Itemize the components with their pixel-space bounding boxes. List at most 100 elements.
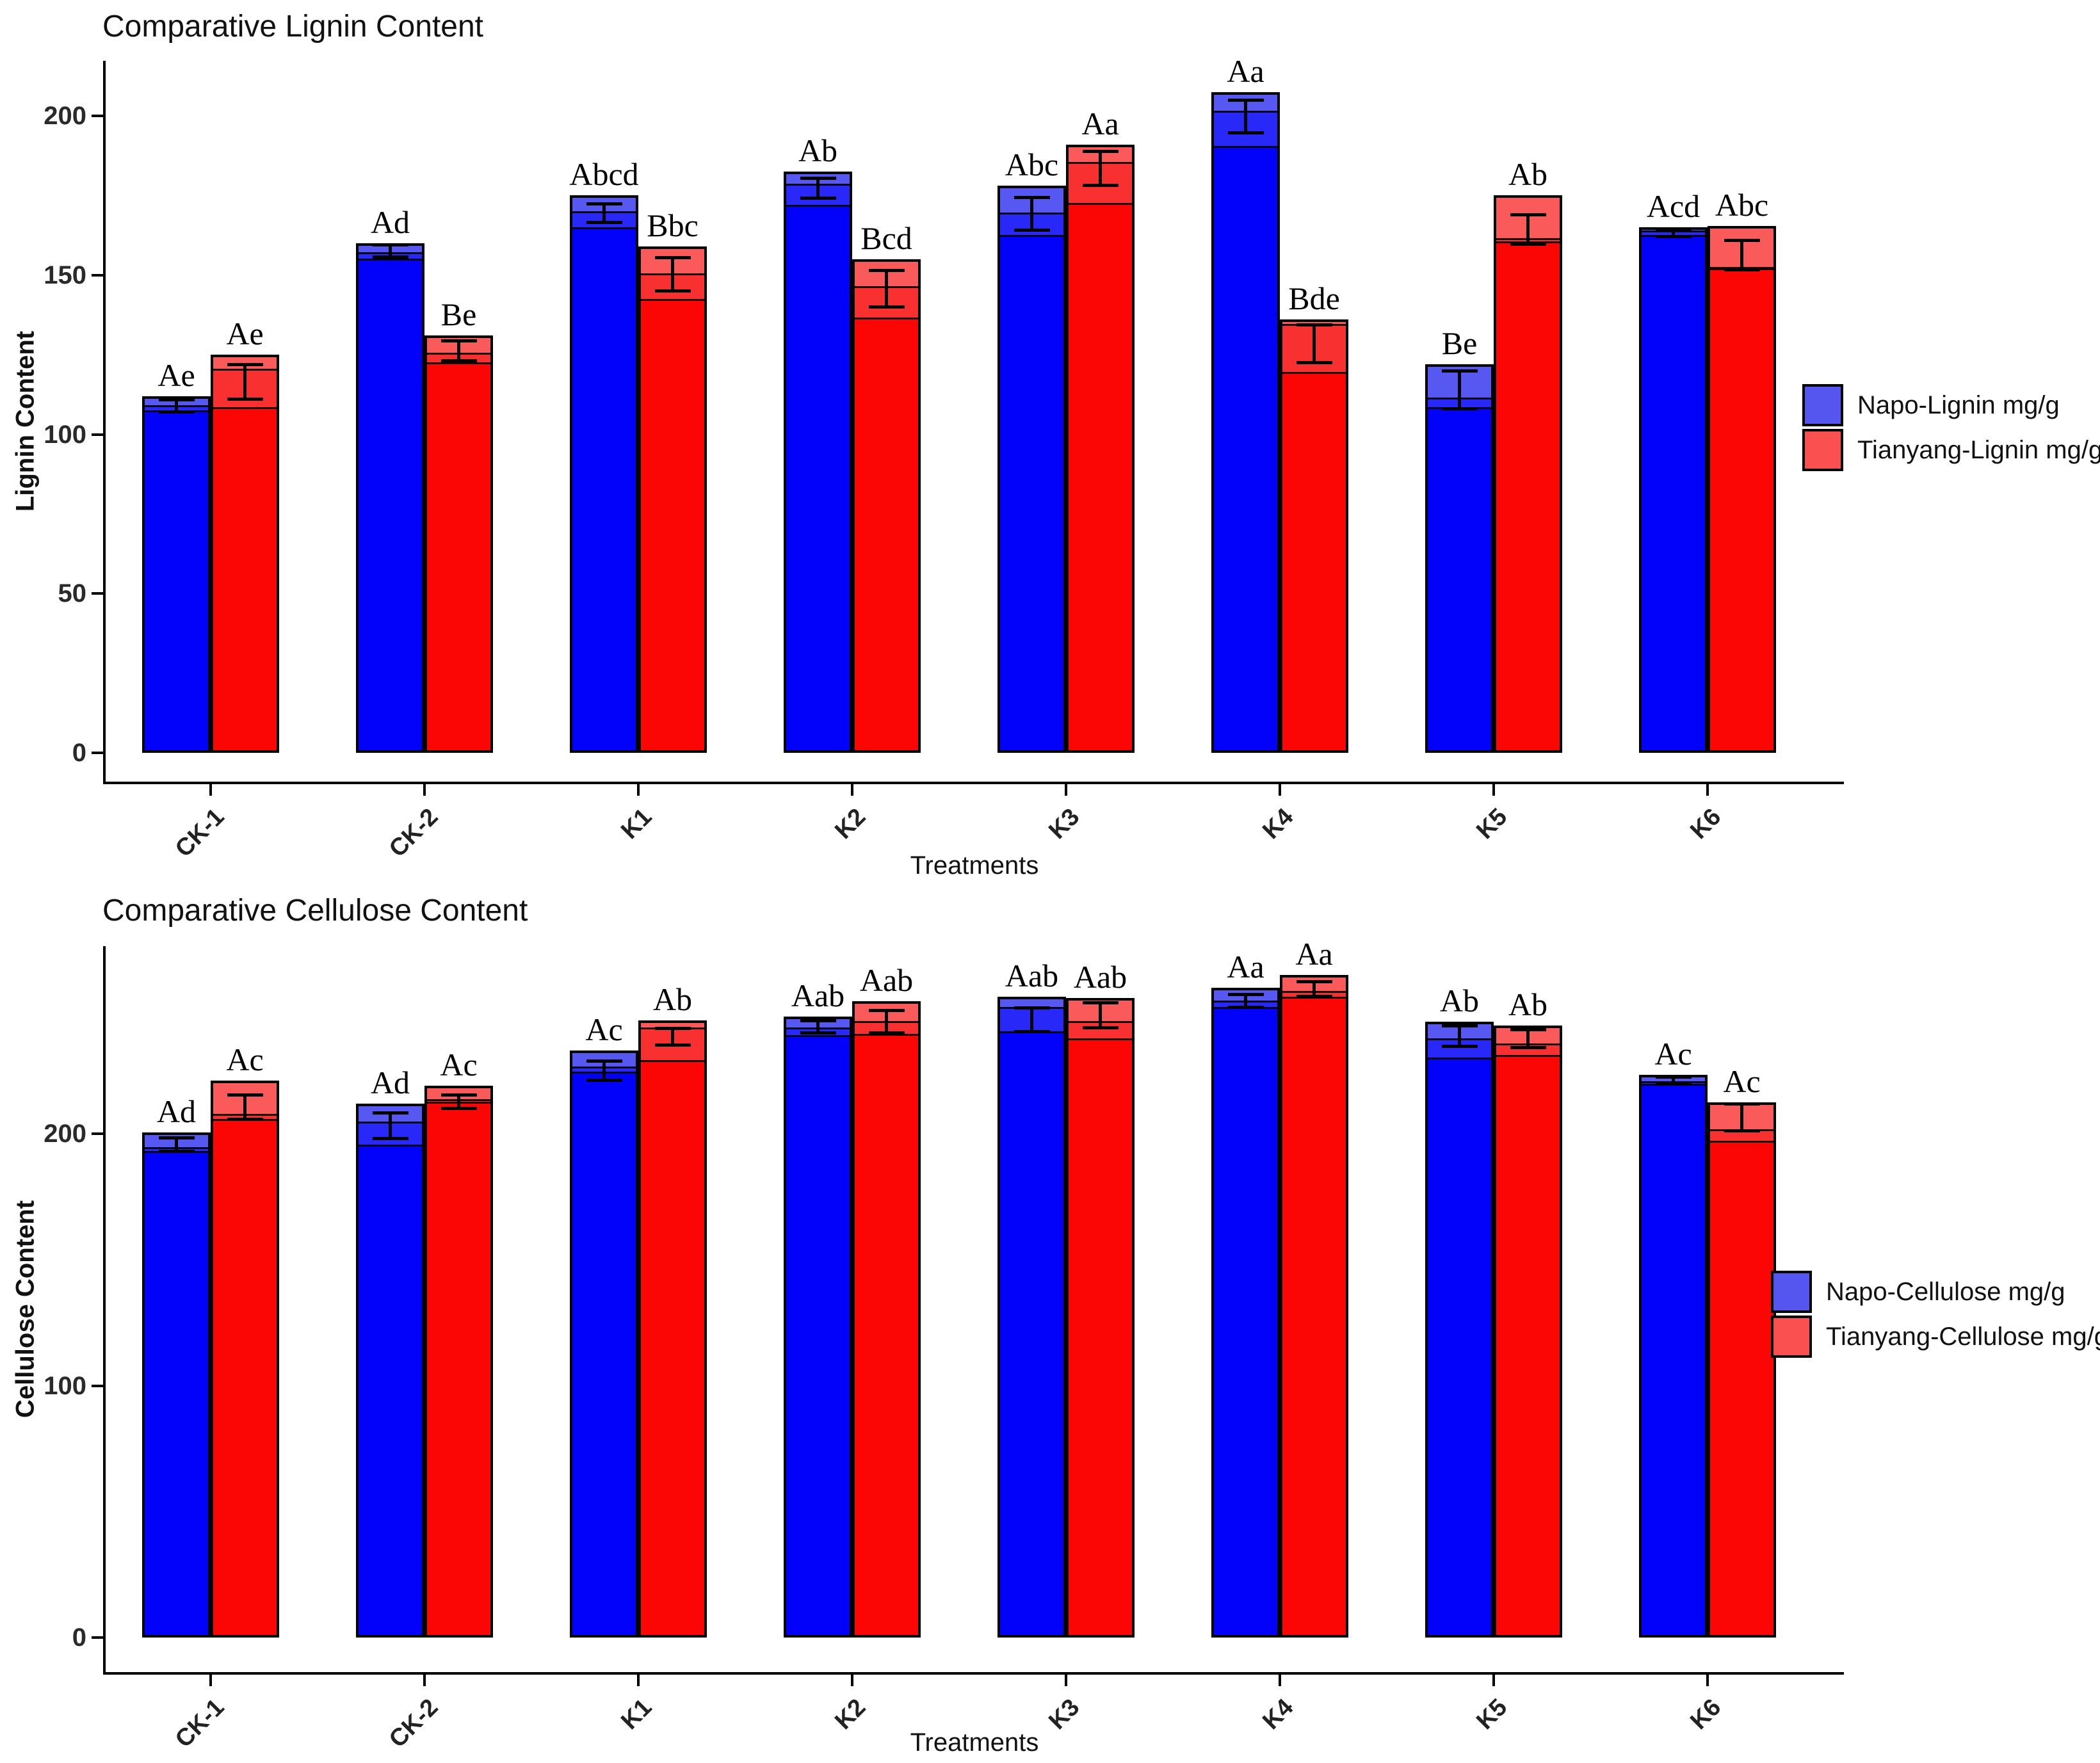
x-tick-label: K5 [1471,1694,1513,1735]
significance-letter: Ab [1508,156,1548,193]
bar-CK-2-napo [356,243,424,753]
error-bar-cap-bottom [1014,229,1050,232]
x-tick-label: K6 [1685,1694,1727,1735]
y-tick-label: 100 [44,420,86,449]
bar-K6-napo [1639,227,1708,753]
y-tick-label: 100 [44,1371,86,1400]
significance-letter: Ac [1723,1063,1761,1099]
legend-swatch-napo [1771,1271,1812,1313]
bar-solid-band [1282,997,1346,1635]
error-bar-cap-top [1655,1075,1692,1079]
bar-solid-band [1069,1038,1132,1635]
significance-letter: Ad [370,1064,410,1100]
error-bar-cap-top [800,1018,836,1022]
x-tick-mark [1065,784,1067,796]
error-bar-cap-top [868,1009,905,1013]
legend-swatch-tianyang [1802,429,1843,471]
x-tick-mark [209,1675,212,1686]
x-tick-mark [423,784,426,796]
error-bar-line [1312,324,1316,363]
bar-solid-band [786,204,850,750]
x-tick-label: K1 [616,803,658,845]
error-bar-line [243,1095,246,1120]
significance-letter: Aab [1005,957,1059,994]
bar-K4-tianyang [1280,975,1348,1638]
y-tick-mark [92,1384,103,1387]
bar-solid-band [1069,203,1132,750]
bar-K5-napo [1425,364,1494,753]
bar-K2-tianyang [852,1001,921,1638]
significance-letter: Bbc [647,207,699,243]
x-tick-label: K2 [830,803,871,845]
x-tick-mark [1492,1675,1495,1686]
error-bar-cap-top [1510,1027,1546,1031]
bar-K4-tianyang [1280,319,1348,753]
significance-letter: Abc [1715,186,1769,223]
error-bar-cap-bottom [1082,184,1119,188]
error-bar-cap-top [586,1059,622,1063]
bar-solid-band [1282,371,1346,750]
significance-letter: Ac [440,1047,478,1083]
error-bar-line [816,1020,820,1033]
error-bar-line [671,1027,674,1046]
y-tick-label: 150 [44,261,86,289]
error-bar-cap-top [1014,1006,1050,1010]
error-bar-line [1312,981,1316,997]
significance-letter: Ae [226,316,264,352]
x-tick-mark [1279,1675,1281,1686]
bar-K5-tianyang [1494,195,1562,753]
error-bar-cap-bottom [1655,1083,1692,1086]
bar-solid-band [1710,1140,1773,1635]
x-axis-line [103,1672,1844,1675]
bar-K1-napo [570,195,638,753]
y-axis-line [103,946,106,1672]
error-bar-line [1672,229,1675,237]
error-bar-cap-bottom [227,1118,263,1122]
bar-K2-napo [784,1017,852,1638]
error-bar-line [175,399,178,412]
y-tick-mark [92,1636,103,1639]
error-bar-cap-bottom [586,1079,622,1083]
legend-label: Napo-Lignin mg/g [1857,391,2060,419]
error-bar-cap-bottom [1724,1129,1760,1133]
error-bar-cap-bottom [868,1031,905,1034]
bar-CK-1-napo [142,1132,211,1638]
x-tick-mark [851,784,853,796]
significance-letter: Bde [1288,280,1340,317]
bar-K1-tianyang [638,246,707,753]
error-bar-cap-bottom [1510,243,1546,246]
error-bar-cap-bottom [440,1106,477,1110]
x-tick-label: K3 [1044,1694,1085,1735]
bar-solid-band [213,407,277,750]
bar-solid-band [213,1119,277,1635]
error-bar-cap-bottom [654,1043,691,1047]
bar-K2-tianyang [852,259,921,753]
error-bar-cap-bottom [1296,994,1332,998]
bar-solid-band [145,410,208,750]
error-bar-cap-top [586,202,622,205]
x-tick-mark [1065,1675,1067,1686]
x-tick-label: CK-2 [384,1694,444,1753]
bar-solid-band [1496,241,1560,750]
bar-K1-napo [570,1051,638,1638]
error-bar-line [175,1137,178,1152]
error-bar-line [457,1095,460,1109]
significance-letter: Be [440,296,477,333]
bar-solid-band [855,318,918,750]
bar-solid-band [1496,1054,1560,1635]
y-tick-mark [92,273,103,277]
significance-letter: Ac [226,1042,264,1078]
error-bar-cap-bottom [227,397,263,401]
error-bar-cap-top [372,1111,408,1115]
bar-K5-napo [1425,1021,1494,1638]
bar-solid-band [855,1033,918,1635]
bar-solid-band [359,1144,422,1635]
significance-letter: Ad [370,204,410,240]
error-bar-cap-bottom [372,1136,408,1140]
error-bar-cap-bottom [158,1149,195,1153]
significance-letter: Ab [1439,982,1480,1018]
cellulose-chart-title: Comparative Cellulose Content [102,894,528,928]
error-bar-line [1458,1025,1461,1047]
error-bar-cap-top [868,269,905,273]
